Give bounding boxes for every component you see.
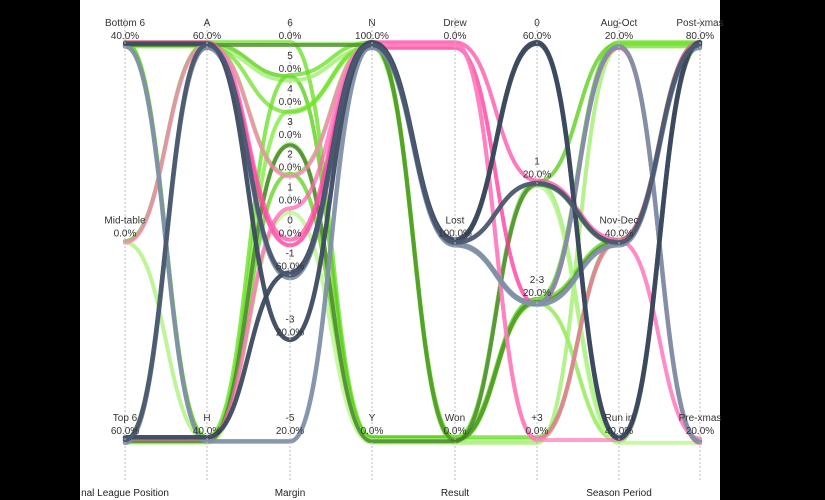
category-label: A (204, 18, 211, 29)
category-label: H (203, 413, 210, 424)
category-percent: 60.0% (276, 261, 304, 272)
category-label: Lost (446, 216, 465, 227)
category-percent: 0.0% (279, 196, 302, 207)
category-percent: 0.0% (279, 229, 302, 240)
category-percent: 0.0% (279, 97, 302, 108)
category-label: Pre-xmas (679, 413, 722, 424)
category-label: Nov-Dec (600, 216, 639, 227)
category-percent: 0.0% (526, 426, 549, 437)
category-label: 2-3 (530, 275, 545, 286)
category-percent: 0.0% (444, 426, 467, 437)
category-label: -1 (286, 248, 295, 259)
category-label: 4 (287, 84, 293, 95)
category-percent: 40.0% (605, 426, 633, 437)
category-percent: 40.0% (193, 426, 221, 437)
category-label: -3 (286, 314, 295, 325)
category-percent: 80.0% (686, 31, 714, 42)
category-percent: 40.0% (605, 229, 633, 240)
category-label: Drew (443, 18, 467, 29)
category-percent: 100.0% (438, 229, 472, 240)
category-percent: 0.0% (444, 31, 467, 42)
axis-title: Season Period (586, 488, 652, 499)
category-percent: 40.0% (111, 31, 139, 42)
axis-title: Result (441, 488, 470, 499)
category-label: Bottom 6 (105, 18, 145, 29)
ribbons-layer (122, 39, 703, 446)
category-label: Run in (605, 413, 634, 424)
category-percent: 0.0% (279, 31, 302, 42)
category-label: 6 (287, 18, 293, 29)
category-percent: 20.0% (686, 426, 714, 437)
category-percent: 0.0% (361, 426, 384, 437)
category-label: Won (445, 413, 465, 424)
axes-layer (124, 18, 701, 480)
category-percent: 60.0% (111, 426, 139, 437)
category-label: 5 (287, 51, 293, 62)
category-label: 1 (287, 183, 293, 194)
category-label: 3 (287, 117, 293, 128)
category-percent: 0.0% (279, 130, 302, 141)
axis-title: nal League Position (81, 488, 169, 499)
category-label: 1 (534, 156, 540, 167)
category-label: Mid-table (104, 216, 146, 227)
category-label: 0 (287, 216, 293, 227)
category-percent: 20.0% (276, 426, 304, 437)
category-label: Aug-Oct (601, 18, 638, 29)
category-label: 0 (534, 18, 540, 29)
category-label: 2 (287, 150, 293, 161)
category-label: +3 (531, 413, 543, 424)
category-percent: 100.0% (355, 31, 389, 42)
category-percent: 0.0% (279, 64, 302, 75)
category-percent: 20.0% (605, 31, 633, 42)
series-ribbon-22[interactable] (122, 42, 703, 443)
category-percent: 60.0% (523, 31, 551, 42)
category-label: N (368, 18, 375, 29)
category-percent: 20.0% (523, 169, 551, 180)
category-label: -5 (286, 413, 295, 424)
category-percent: 0.0% (279, 163, 302, 174)
category-label: Y (369, 413, 376, 424)
category-percent: 60.0% (193, 31, 221, 42)
category-percent: 20.0% (523, 288, 551, 299)
category-label: Post-xmas (676, 18, 723, 29)
axis-title: Margin (275, 488, 306, 499)
category-percent: 20.0% (276, 327, 304, 338)
category-label: Top 6 (113, 413, 138, 424)
category-percent: 0.0% (114, 229, 137, 240)
